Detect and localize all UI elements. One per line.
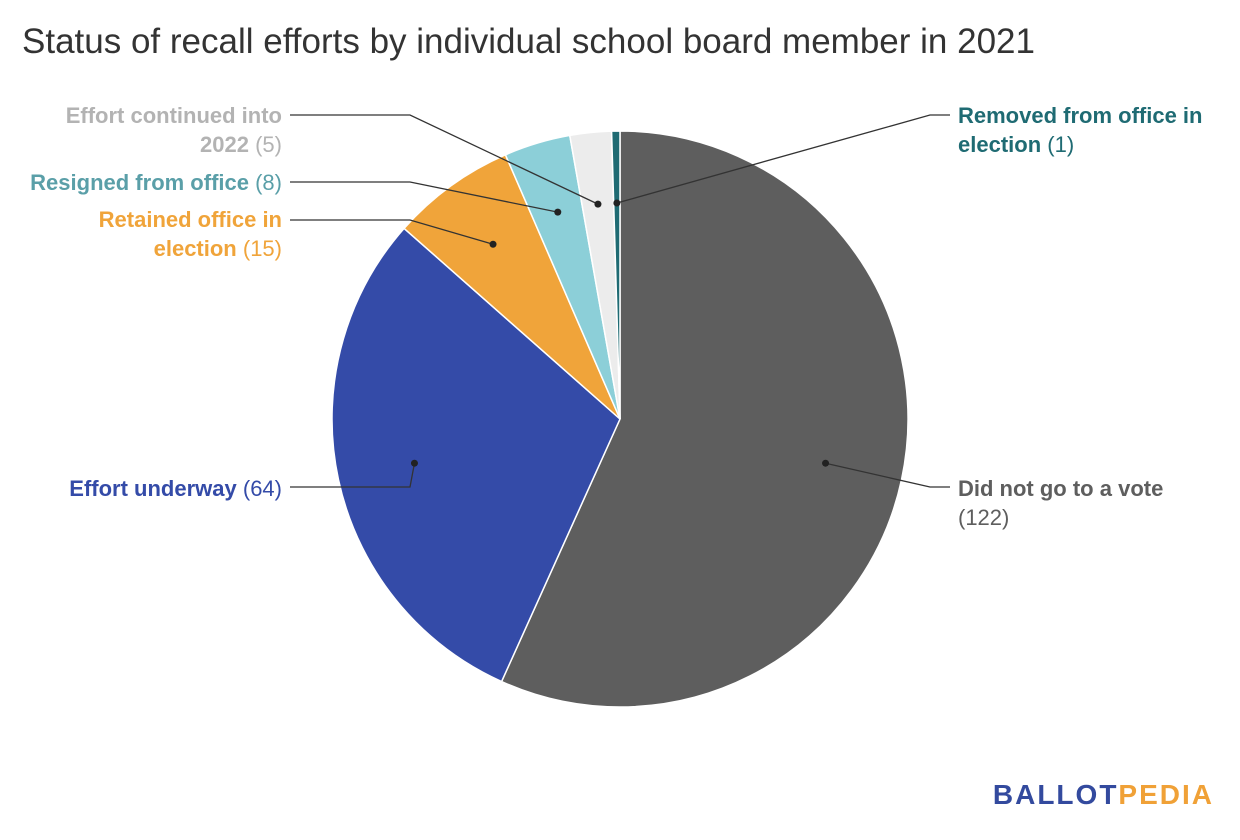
leader-line-5 <box>290 114 599 205</box>
label-name: Retained office in election <box>98 207 282 261</box>
label-name: Removed from office in election <box>958 103 1203 157</box>
leader-dot-4 <box>554 208 562 216</box>
leader-dot-1 <box>822 459 830 467</box>
leader-line-6 <box>616 114 950 204</box>
leader-line-3 <box>290 219 494 245</box>
leader-line-4 <box>290 181 558 213</box>
label-count: (122) <box>958 505 1010 530</box>
label-count: (8) <box>255 170 282 195</box>
leader-dot-2 <box>410 459 418 467</box>
leader-dot-6 <box>613 199 621 207</box>
label-did-not-go-to-vote: Did not go to a vote (122) <box>958 474 1198 532</box>
label-count: (15) <box>242 236 282 261</box>
leader-dot-5 <box>594 200 602 208</box>
label-resigned-from-office: Resigned from office (8) <box>10 168 282 197</box>
label-effort-continued: Effort continued into 2022 (5) <box>40 101 282 159</box>
leader-dot-3 <box>489 240 497 248</box>
pie-slice-3 <box>403 153 621 420</box>
logo-part-ballot: BALLOT <box>992 779 1119 810</box>
label-retained-office: Retained office in election (15) <box>60 205 282 263</box>
label-count: (5) <box>255 132 282 157</box>
label-count: (64) <box>242 476 282 501</box>
label-removed-from-office: Removed from office in election (1) <box>958 101 1220 159</box>
leader-line-1 <box>825 462 950 488</box>
label-name: Did not go to a vote <box>958 476 1164 501</box>
chart-title: Status of recall efforts by individual s… <box>22 22 1035 61</box>
logo-part-pedia: PEDIA <box>1118 779 1214 810</box>
pie-slice-2 <box>331 227 621 683</box>
ballotpedia-logo: BALLOTPEDIA <box>993 779 1214 811</box>
label-name: Resigned from office <box>30 170 249 195</box>
label-count: (1) <box>1047 132 1075 157</box>
label-effort-underway: Effort underway (64) <box>20 474 282 503</box>
pie-slice-1 <box>500 130 909 708</box>
leader-line-2 <box>290 463 416 488</box>
label-name: Effort continued into 2022 <box>65 103 282 157</box>
label-name: Effort underway <box>69 476 237 501</box>
